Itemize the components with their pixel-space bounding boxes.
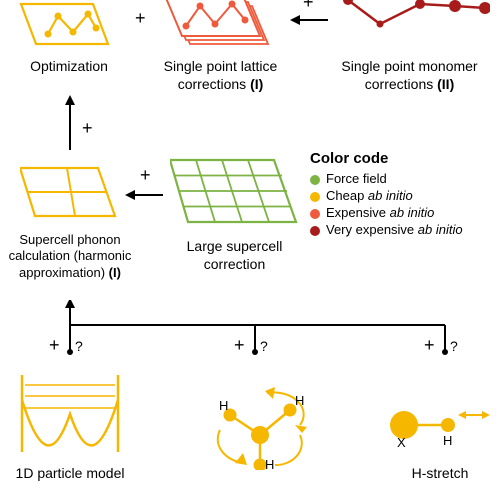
legend-item-force-field: Force field — [310, 171, 463, 186]
supercell-phonon-label: Supercell phonon calculation (harmonic a… — [0, 232, 145, 281]
plus-4: + — [140, 165, 151, 186]
monomer-correction-label: Single point monomer corrections (II) — [327, 58, 492, 93]
large-supercell-icon — [170, 152, 300, 237]
large-supercell-label: Large supercell correction — [172, 238, 297, 273]
svg-text:H: H — [443, 433, 452, 448]
arrow-monomer-to-lattice — [290, 10, 330, 35]
legend-item-very-expensive: Very expensive ab initio — [310, 222, 463, 237]
legend: Color code Force field Cheap ab initio E… — [310, 150, 463, 239]
legend-item-cheap: Cheap ab initio — [310, 188, 463, 203]
optimization-icon — [18, 0, 118, 57]
tree-connector — [55, 300, 465, 365]
plus-b3: + — [424, 335, 435, 356]
svg-text:H: H — [295, 393, 304, 408]
q-b2: ? — [260, 338, 268, 354]
molecule-icon: H H H — [205, 375, 315, 475]
plus-2: + — [303, 0, 314, 13]
plus-1: + — [135, 8, 146, 29]
arrow-large-to-supercell — [125, 185, 165, 210]
lattice-correction-icon — [160, 0, 280, 59]
legend-item-expensive: Expensive ab initio — [310, 205, 463, 220]
monomer-correction-icon — [340, 0, 490, 47]
lattice-correction-label: Single point lattice corrections (I) — [153, 58, 288, 93]
q-b3: ? — [450, 338, 458, 354]
arrow-supercell-to-opt — [60, 95, 80, 158]
svg-text:H: H — [265, 457, 274, 470]
svg-text:X: X — [397, 435, 406, 450]
optimization-label: Optimization — [14, 58, 124, 76]
1d-particle-label: 1D particle model — [5, 465, 135, 483]
1d-particle-icon — [10, 370, 130, 465]
plus-3: + — [82, 118, 93, 139]
legend-title: Color code — [310, 150, 463, 167]
q-b1: ? — [75, 338, 83, 354]
svg-text:H: H — [219, 398, 228, 413]
plus-b2: + — [234, 335, 245, 356]
plus-b1: + — [49, 335, 60, 356]
supercell-phonon-icon — [20, 160, 120, 231]
h-stretch-icon: X H — [380, 395, 495, 460]
h-stretch-label: H-stretch — [395, 465, 485, 483]
